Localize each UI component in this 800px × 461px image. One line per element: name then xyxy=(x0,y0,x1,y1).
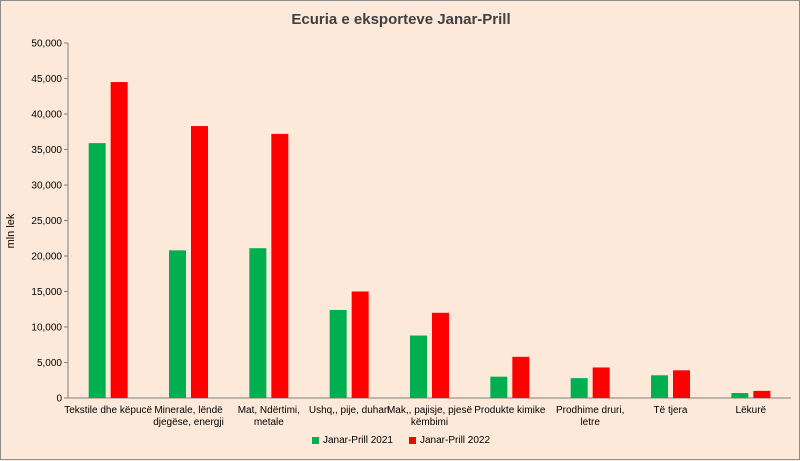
y-tick-label: 20,000 xyxy=(31,252,62,263)
bar-2021 xyxy=(651,375,668,398)
x-tick-label: Minerale, lëndë djegëse, energji xyxy=(153,405,224,428)
y-tick-label: 15,000 xyxy=(31,287,62,298)
legend-item-2022: Janar-Prill 2022 xyxy=(409,435,490,446)
bar-2021 xyxy=(329,309,347,398)
x-tick-label: Tekstile dhe këpucë xyxy=(64,405,152,416)
bar-2022 xyxy=(753,390,771,398)
x-tick-label: Të tjera xyxy=(654,405,688,416)
bar-2022 xyxy=(592,367,610,398)
bar-2021 xyxy=(249,248,267,398)
y-tick-label: 35,000 xyxy=(31,145,62,156)
chart-title: Ecuria e eksporteve Janar-Prill xyxy=(291,11,511,28)
bar-2021 xyxy=(570,378,588,398)
bar-2022 xyxy=(432,312,449,398)
x-tick-label: Prodhime druri, letre xyxy=(556,405,624,428)
bar-2021 xyxy=(88,143,106,398)
legend-swatch-2022 xyxy=(409,437,416,444)
bar-2022 xyxy=(512,356,530,398)
bar-2021 xyxy=(490,376,508,398)
y-tick-label: 10,000 xyxy=(31,323,62,334)
x-tick-label: Mak,, pajisje, pjesë këmbimi xyxy=(387,405,472,428)
bar-2021 xyxy=(169,250,186,398)
x-tick-label: Produkte kimike xyxy=(474,405,546,416)
x-tick-label: Lëkurë xyxy=(736,405,767,416)
legend-label-2022: Janar-Prill 2022 xyxy=(420,435,491,446)
y-tick-label: 25,000 xyxy=(31,216,62,227)
y-tick-label: 40,000 xyxy=(31,110,62,121)
bar-2022 xyxy=(673,370,690,398)
bar-2022 xyxy=(191,126,208,398)
bar-2021 xyxy=(410,335,427,398)
y-tick-label: 45,000 xyxy=(31,74,62,85)
y-tick-label: 50,000 xyxy=(31,39,62,50)
y-tick-label: 30,000 xyxy=(31,181,62,192)
bar-2022 xyxy=(351,291,369,398)
bar-2022 xyxy=(110,82,128,399)
bar-2021 xyxy=(731,393,749,398)
legend-label-2021: Janar-Prill 2021 xyxy=(322,435,393,446)
legend-swatch-2021 xyxy=(311,437,319,444)
x-tick-label: Ushq,, pije, duhan xyxy=(309,405,390,416)
y-tick-label: 0 xyxy=(56,394,62,405)
legend-item-2021: Janar-Prill 2021 xyxy=(311,435,393,446)
x-tick-label: Mat, Ndërtimi, metale xyxy=(238,405,300,428)
y-tick-label: 5,000 xyxy=(37,358,62,369)
legend: Janar-Prill 2021 Janar-Prill 2022 xyxy=(1,435,800,446)
bar-2022 xyxy=(271,133,289,398)
